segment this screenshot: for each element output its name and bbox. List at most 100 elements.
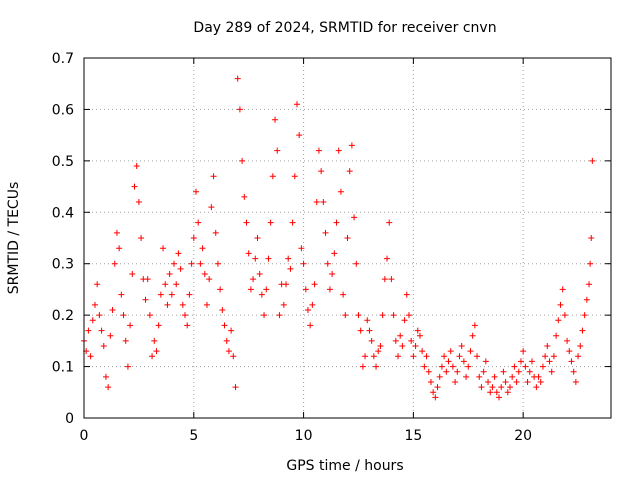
data-point [368,337,375,344]
data-point [142,296,149,303]
data-point [182,312,189,319]
data-point [408,337,415,344]
data-point [113,229,120,236]
data-point [348,142,355,149]
data-point [572,379,579,385]
data-point [419,348,426,355]
y-tick-label: 0.2 [52,308,74,324]
data-point [210,173,217,180]
data-point [96,312,103,319]
y-axis-ticks: 0 0.1 0.2 0.3 0.4 0.5 0.6 0.7 [52,51,611,427]
data-point [399,343,406,349]
data-point [219,307,226,313]
data-point [430,389,437,396]
data-point [520,348,527,355]
data-point [469,332,476,339]
x-axis-ticks: 0 5 10 15 20 [80,58,532,444]
data-point [504,389,511,396]
data-point [298,245,305,252]
data-point [151,337,158,344]
data-point [195,219,202,226]
y-tick-label: 0.6 [52,102,74,118]
data-point [528,358,535,365]
data-point [177,265,184,272]
data-point [513,379,520,385]
data-point [133,163,140,169]
y-axis-label: SRMTID / TECUs [6,182,22,295]
data-point [583,296,590,303]
data-point [124,363,131,370]
data-point [506,384,513,391]
data-point [456,353,463,360]
data-point [550,353,557,360]
data-point [346,168,353,175]
data-point [474,353,481,360]
data-point [441,353,448,360]
data-point [480,368,487,375]
data-point [135,199,142,205]
data-point [364,317,371,324]
data-point [359,363,366,370]
data-point [395,353,402,360]
data-point [351,214,358,221]
data-point [157,291,164,298]
data-point [212,229,219,236]
x-tick-label: 0 [80,428,89,444]
data-point [335,147,342,154]
data-point [561,312,568,319]
data-point [315,147,322,154]
data-point [166,271,173,277]
data-point [434,384,441,391]
data-point [267,219,274,226]
data-point [105,384,112,391]
data-point [423,353,430,360]
data-point [208,204,215,211]
data-point [416,332,423,339]
data-point [478,384,485,391]
y-tick-label: 0.4 [52,205,74,221]
data-point [274,147,281,154]
data-point [287,265,294,272]
data-point [509,373,516,380]
data-point [109,307,116,313]
data-point [243,219,250,226]
data-point [555,317,562,324]
data-point [263,286,270,293]
data-point [438,363,445,370]
data-point [575,353,582,360]
data-point [265,255,272,262]
data-point [197,260,204,267]
data-point [458,343,465,349]
data-point [526,368,533,375]
data-point [425,368,432,375]
data-point [329,271,336,277]
data-point [517,358,524,365]
data-point [337,188,344,195]
data-point [491,373,498,380]
data-point [175,250,182,257]
data-point [432,394,439,401]
y-tick-label: 0.1 [52,360,74,376]
data-point [311,281,318,288]
plot-frame [83,57,612,419]
data-point [153,348,160,355]
data-point [546,358,553,365]
data-point [559,286,566,293]
data-point [390,312,397,319]
data-point [377,343,384,349]
data-point [467,348,474,355]
data-point [386,219,393,226]
data-point [302,286,309,293]
data-point [245,250,252,257]
data-point [250,276,257,283]
data-point [129,271,136,277]
data-point [379,312,386,319]
x-tick-label: 15 [404,428,422,444]
data-point [375,348,382,355]
data-point [184,322,191,329]
data-point [241,193,248,200]
data-point [515,368,522,375]
data-point [162,281,169,288]
data-point [225,348,232,355]
